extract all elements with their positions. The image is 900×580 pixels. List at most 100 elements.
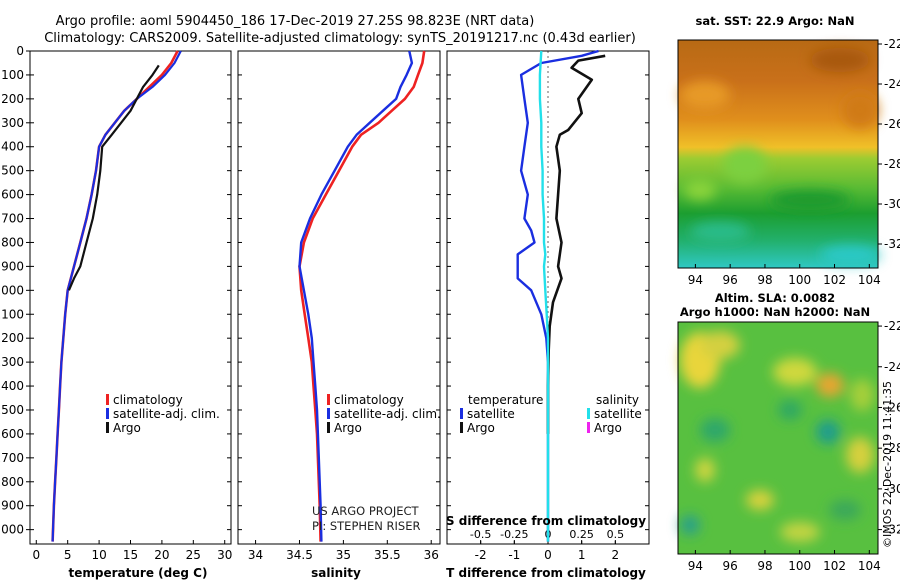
depth-tick-label: 1000 — [0, 283, 24, 297]
difference-salinity-legend: salinity satellite Argo — [587, 393, 642, 435]
legend-satellite-swatch — [327, 408, 330, 419]
depth-tick-label: 900 — [1, 259, 24, 273]
sst-map-texture — [680, 48, 880, 264]
map-y-tick-label: -22 — [884, 37, 900, 51]
sst-map-title: sat. SST: 22.9 Argo: NaN — [695, 14, 854, 28]
map-x-tick-label: 102 — [823, 559, 846, 573]
legend-salinity-heading: salinity — [596, 393, 639, 407]
sst-map-border — [677, 39, 879, 269]
map-y-tick-label: -30 — [884, 482, 900, 496]
series-line-argo-temperature — [546, 54, 606, 434]
pi-credit: PI: STEPHEN RISER — [312, 519, 421, 533]
plot-title-line1: Argo profile: aoml 5904450_186 17-Dec-20… — [56, 14, 535, 29]
sst-map — [677, 39, 880, 269]
x-tick-label: 1 — [578, 548, 586, 562]
map-y-tick-label: -26 — [884, 117, 900, 131]
legend-argo-salinity-swatch — [587, 422, 590, 433]
legend-argo-label: Argo — [467, 421, 495, 435]
depth-tick-label: 1400 — [0, 379, 24, 393]
depth-tick-label: 1100 — [0, 307, 24, 321]
depth-tick-label: 800 — [1, 235, 24, 249]
map-x-tick-label: 104 — [858, 559, 881, 573]
sla-map — [677, 321, 879, 555]
series-line-climatology — [51, 50, 179, 542]
temperature-axis-label: temperature (deg C) — [69, 566, 208, 580]
depth-tick-label: 1700 — [0, 451, 24, 465]
legend-climatology-label: climatology — [113, 393, 183, 407]
difference-plot: -2 -1 0 1 2-0.5 -0.25 0 0.25 0.5 — [447, 49, 649, 562]
map-x-tick-label: 102 — [823, 273, 846, 287]
depth-tick-label: 1500 — [0, 403, 24, 417]
sst-map-axes: 94 96 98 100 102 104 -22 -24 -26 -28 -30 -32 — [688, 37, 900, 287]
depth-tick-label: 1800 — [0, 475, 24, 489]
map-y-tick-label: -24 — [884, 360, 900, 374]
x-tick-label: 10 — [91, 548, 106, 562]
legend-sat-salinity-swatch — [587, 408, 590, 419]
x-tick-label: 0 — [32, 548, 40, 562]
sla-map-title: Altim. SLA: 0.0082 — [715, 291, 835, 305]
depth-tick-label: 1900 — [0, 499, 24, 513]
s-tick-label: 0.5 — [607, 528, 625, 541]
x-tick-label: 0 — [544, 548, 552, 562]
map-x-tick-label: 96 — [723, 559, 738, 573]
depth-tick-label: 500 — [1, 164, 24, 178]
map-y-tick-label: -28 — [884, 441, 900, 455]
salinity-panel-frame — [237, 50, 441, 545]
s-tick-label: 0.25 — [569, 528, 594, 541]
map-y-tick-label: -32 — [884, 237, 900, 251]
depth-tick-label: 200 — [1, 92, 24, 106]
s-difference-axis-label: S difference from climatology — [446, 514, 646, 528]
depth-tick-label: 600 — [1, 188, 24, 202]
legend-satellite-label: satellite-adj. clim. — [113, 407, 220, 421]
temperature-legend: climatology satellite-adj. clim. Argo — [106, 393, 220, 435]
depth-tick-label: 1600 — [0, 427, 24, 441]
salinity-axis-label: salinity — [311, 566, 361, 580]
x-tick-label: 34 — [248, 548, 263, 562]
depth-tick-label: 0 — [16, 44, 24, 58]
legend-argo-swatch — [327, 422, 330, 433]
x-tick-label: 25 — [186, 548, 201, 562]
map-y-tick-label: -24 — [884, 77, 900, 91]
legend-climatology-swatch — [327, 394, 330, 405]
x-tick-label: 5 — [64, 548, 72, 562]
depth-tick-label: 2000 — [0, 523, 24, 537]
map-x-tick-label: 98 — [757, 559, 772, 573]
sla-map-texture — [680, 331, 874, 542]
legend-climatology-swatch — [106, 394, 109, 405]
legend-sat-salinity-label: satellite — [594, 407, 642, 421]
map-y-tick-label: -22 — [884, 319, 900, 333]
x-tick-label: -2 — [475, 548, 487, 562]
map-x-tick-label: 98 — [757, 273, 772, 287]
depth-tick-label: 1200 — [0, 331, 24, 345]
plot-title-line2: Climatology: CARS2009. Satellite-adjuste… — [44, 31, 636, 46]
legend-satellite-label: satellite-adj. clim. — [334, 407, 441, 421]
legend-argo-label: Argo — [113, 421, 141, 435]
legend-satellite-swatch — [460, 408, 463, 419]
s-tick-label: -0.5 — [470, 528, 491, 541]
temperature-panel-frame — [29, 50, 232, 545]
x-tick-label: 30 — [217, 548, 232, 562]
series-line-satellite-salinity — [538, 50, 550, 542]
legend-climatology-label: climatology — [334, 393, 404, 407]
x-tick-label: 35 — [336, 548, 351, 562]
series-line-satellite — [51, 50, 182, 542]
series-line-satellite-temperature — [516, 49, 599, 542]
difference-temperature-legend: temperature satellite Argo — [460, 393, 543, 435]
map-x-tick-label: 100 — [788, 273, 811, 287]
depth-tick-label: 1300 — [0, 355, 24, 369]
legend-satellite-swatch — [106, 408, 109, 419]
depth-tick-label: 400 — [1, 140, 24, 154]
map-y-tick-label: -26 — [884, 400, 900, 414]
depth-tick-label: 700 — [1, 212, 24, 226]
x-tick-label: 2 — [612, 548, 620, 562]
legend-temperature-heading: temperature — [468, 393, 543, 407]
x-tick-label: 15 — [123, 548, 138, 562]
salinity-plot: 34 34.5 35 35.5 36 — [238, 50, 440, 562]
series-line-satellite — [298, 50, 414, 542]
imos-stamp: ©IMOS 22-Dec-2019 11:41:35 — [881, 381, 894, 548]
salinity-legend: climatology satellite-adj. clim. Argo — [327, 393, 441, 435]
map-y-tick-label: -32 — [884, 523, 900, 537]
temperature-plot: 0 5 10 15 20 25 30 — [30, 50, 232, 562]
x-tick-label: 20 — [154, 548, 169, 562]
